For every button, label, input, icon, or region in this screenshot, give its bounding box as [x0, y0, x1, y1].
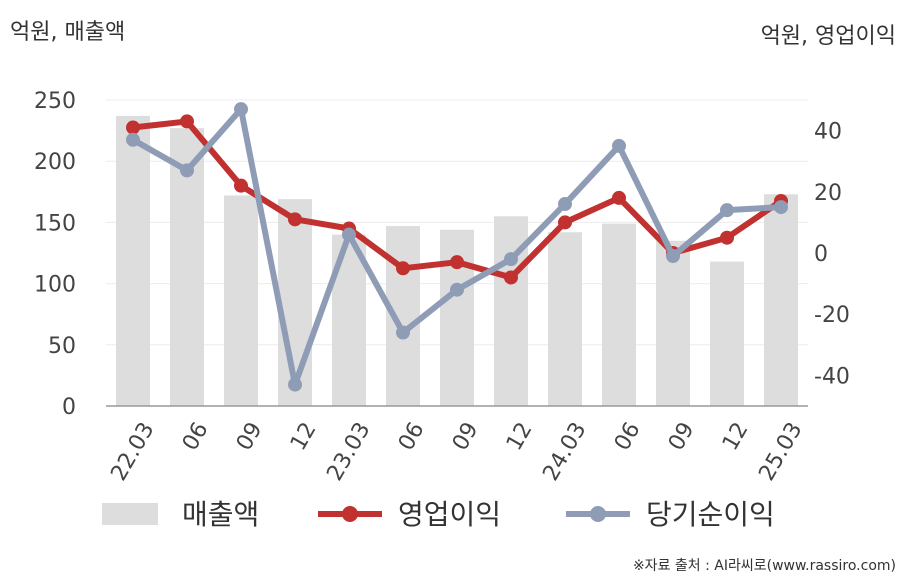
data-point	[504, 270, 518, 285]
bar	[656, 240, 690, 406]
y-left-tick-label: 0	[62, 395, 76, 420]
bar	[602, 223, 636, 406]
x-tick-label: 25.03	[754, 418, 807, 485]
line-series	[126, 102, 788, 392]
legend-label: 영업이익	[398, 498, 501, 531]
y-right-tick-label: 20	[814, 181, 842, 206]
y-right-tick-label: -20	[814, 303, 850, 328]
y-left-tick-label: 200	[34, 150, 76, 175]
y-right-tick-label: -40	[814, 364, 850, 389]
legend-label: 당기순이익	[646, 498, 775, 531]
left-axis-unit: 억원, 매출액	[10, 20, 126, 45]
x-tick-label: 06	[178, 418, 214, 455]
x-tick-label: 22.03	[106, 418, 159, 485]
data-point	[234, 102, 248, 117]
data-point	[126, 120, 140, 135]
data-point	[126, 132, 140, 147]
y-left-tick-label: 50	[48, 334, 76, 359]
bar	[224, 195, 258, 406]
data-point	[612, 190, 626, 205]
bar	[116, 115, 150, 407]
y-right-tick-label: 40	[814, 120, 842, 145]
y-left-tick-label: 100	[34, 273, 76, 298]
x-tick-label: 24.03	[538, 418, 591, 485]
data-point	[720, 230, 734, 245]
x-tick-label: 06	[394, 418, 430, 455]
data-point	[504, 252, 518, 267]
x-tick-label: 09	[232, 418, 268, 455]
x-tick-label: 12	[502, 418, 538, 455]
y-left-tick-label: 250	[34, 89, 76, 114]
data-point	[558, 197, 572, 212]
y-left-tick-label: 150	[34, 211, 76, 236]
x-tick-label: 23.03	[322, 418, 375, 485]
data-point	[774, 200, 788, 215]
data-point	[396, 325, 410, 340]
y-right-tick-label: 0	[814, 242, 828, 267]
data-point	[558, 215, 572, 230]
source-note: ※자료 출처 : AI라씨로(www.rassiro.com)	[632, 558, 896, 574]
x-tick-label: 09	[448, 418, 484, 455]
x-tick-label: 12	[286, 418, 322, 455]
data-point	[450, 255, 464, 270]
data-point	[288, 377, 302, 392]
bar	[548, 232, 582, 406]
data-point	[288, 212, 302, 227]
legend-label: 매출액	[182, 498, 259, 531]
x-tick-label: 12	[718, 418, 754, 455]
x-tick-label: 06	[610, 418, 646, 455]
bar	[710, 261, 744, 406]
bar	[764, 194, 798, 406]
data-point	[234, 178, 248, 193]
legend-swatch-bar	[102, 503, 158, 525]
data-point	[720, 203, 734, 218]
data-point	[396, 261, 410, 276]
data-point	[450, 282, 464, 297]
data-point	[666, 249, 680, 264]
data-point	[180, 114, 194, 129]
legend-swatch-marker	[342, 506, 358, 522]
legend: 매출액 영업이익 당기순이익	[102, 498, 775, 531]
x-tick-label: 09	[664, 418, 700, 455]
data-point	[342, 227, 356, 242]
data-point	[612, 138, 626, 153]
bar-series-revenue	[116, 115, 798, 407]
legend-swatch-marker	[590, 506, 606, 522]
right-axis-unit: 억원, 영업이익	[760, 24, 896, 49]
data-point	[180, 163, 194, 178]
